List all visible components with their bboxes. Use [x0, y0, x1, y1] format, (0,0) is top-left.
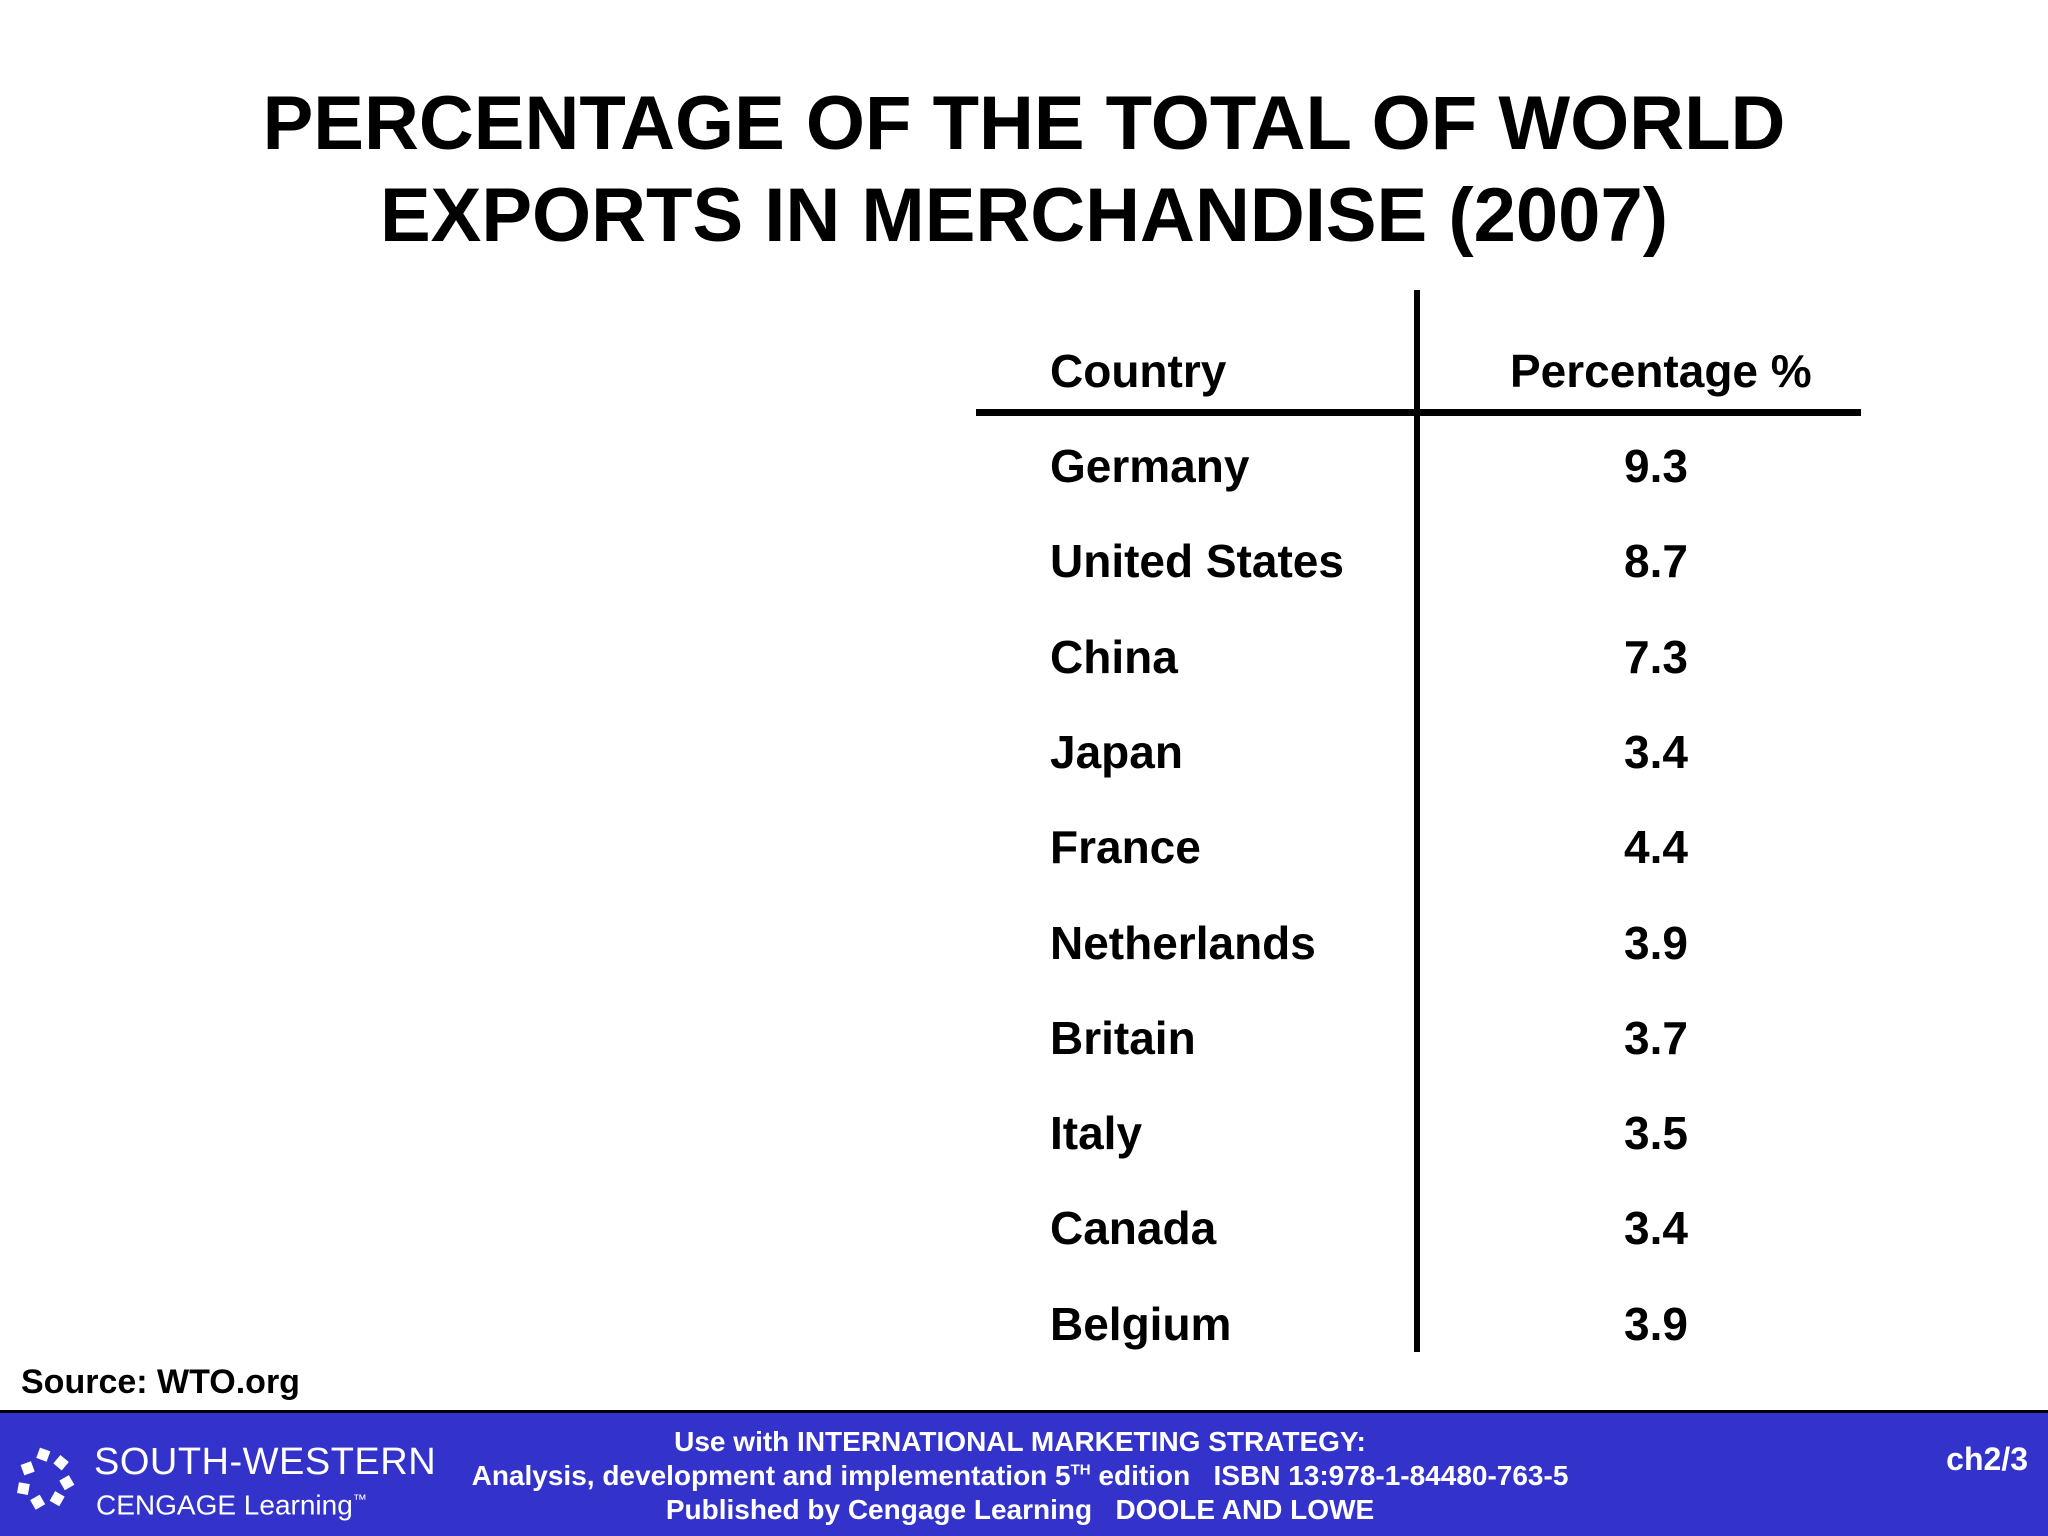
- logo-text-cengage: CENGAGE Learning™: [96, 1483, 367, 1521]
- table-row: Netherlands 3.9: [976, 913, 1861, 973]
- cell-percentage: 3.7: [1624, 1011, 1688, 1064]
- cell-percentage: 7.3: [1624, 630, 1688, 683]
- slide-title: PERCENTAGE OF THE TOTAL OF WORLD EXPORTS…: [0, 78, 2048, 262]
- slide-title-line-1: PERCENTAGE OF THE TOTAL OF WORLD: [262, 81, 1786, 166]
- table-row: France 4.4: [976, 817, 1861, 877]
- footer-line-3: Published by Cengage Learning DOOLE AND …: [665, 1494, 1375, 1525]
- cell-country: Italy: [1050, 1107, 1143, 1160]
- table-row: China 7.3: [976, 627, 1861, 687]
- column-header-percentage: Percentage %: [1510, 345, 1812, 397]
- table-row: Italy 3.5: [976, 1103, 1861, 1163]
- cell-percentage: 9.3: [1624, 440, 1688, 492]
- page-reference: ch2/3: [1946, 1441, 2028, 1477]
- cell-percentage: 3.4: [1624, 1202, 1688, 1255]
- table-column-divider: [1414, 290, 1420, 1352]
- table-header-rule: [976, 409, 1861, 416]
- cell-percentage: 3.9: [1624, 916, 1688, 969]
- footer-line-2: Analysis, development and implementation…: [420, 1459, 1620, 1493]
- cell-percentage: 3.4: [1624, 725, 1688, 778]
- slide-title-line-2: EXPORTS IN MERCHANDISE (2007): [379, 173, 1669, 258]
- footer-line-2-start: Analysis, development and implementation…: [471, 1460, 1071, 1491]
- cell-country: Canada: [1050, 1202, 1217, 1255]
- cell-country: Belgium: [1050, 1297, 1232, 1350]
- footer-line-1: Use with INTERNATIONAL MARKETING STRATEG…: [674, 1426, 1366, 1457]
- trademark-icon: ™: [352, 1491, 367, 1507]
- cell-country: China: [1050, 630, 1178, 683]
- cell-percentage: 4.4: [1624, 821, 1688, 874]
- cell-country: Japan: [1050, 725, 1183, 778]
- table-row: Belgium 3.9: [976, 1294, 1861, 1354]
- cell-percentage: 8.7: [1624, 535, 1688, 588]
- footer-line-2-end: edition ISBN 13:978-1-84480-763-5: [1090, 1460, 1569, 1491]
- cell-country: Germany: [1050, 440, 1250, 492]
- table-row: Canada 3.4: [976, 1198, 1861, 1258]
- cell-country: France: [1050, 821, 1201, 874]
- footer-citation: Use with INTERNATIONAL MARKETING STRATEG…: [420, 1425, 1620, 1527]
- cell-country: Netherlands: [1050, 916, 1316, 969]
- cell-percentage: 3.5: [1624, 1107, 1688, 1160]
- cell-country: United States: [1050, 535, 1344, 588]
- table-row: Britain 3.7: [976, 1008, 1861, 1068]
- logo-mark-icon: [17, 1447, 75, 1510]
- exports-table: Country Percentage % Germany 9.3 United St…: [976, 290, 1861, 1352]
- table-row: Japan 3.4: [976, 722, 1861, 782]
- source-note: Source: WTO.org: [21, 1363, 300, 1401]
- table-row: United States 8.7: [976, 531, 1861, 591]
- cell-country: Britain: [1050, 1011, 1196, 1064]
- logo-text-south-western: SOUTH-WESTERN: [94, 1441, 437, 1483]
- table-row: Germany 9.3: [976, 436, 1861, 496]
- column-header-country: Country: [1050, 345, 1227, 397]
- logo-text-cengage-label: CENGAGE Learning: [96, 1489, 353, 1521]
- cell-percentage: 3.9: [1624, 1297, 1688, 1350]
- footer-line-2-superscript: TH: [1070, 1461, 1091, 1479]
- footer-bar: SOUTH-WESTERN CENGAGE Learning™ Use with…: [0, 1410, 2048, 1536]
- publisher-logo: SOUTH-WESTERN CENGAGE Learning™: [16, 1439, 436, 1521]
